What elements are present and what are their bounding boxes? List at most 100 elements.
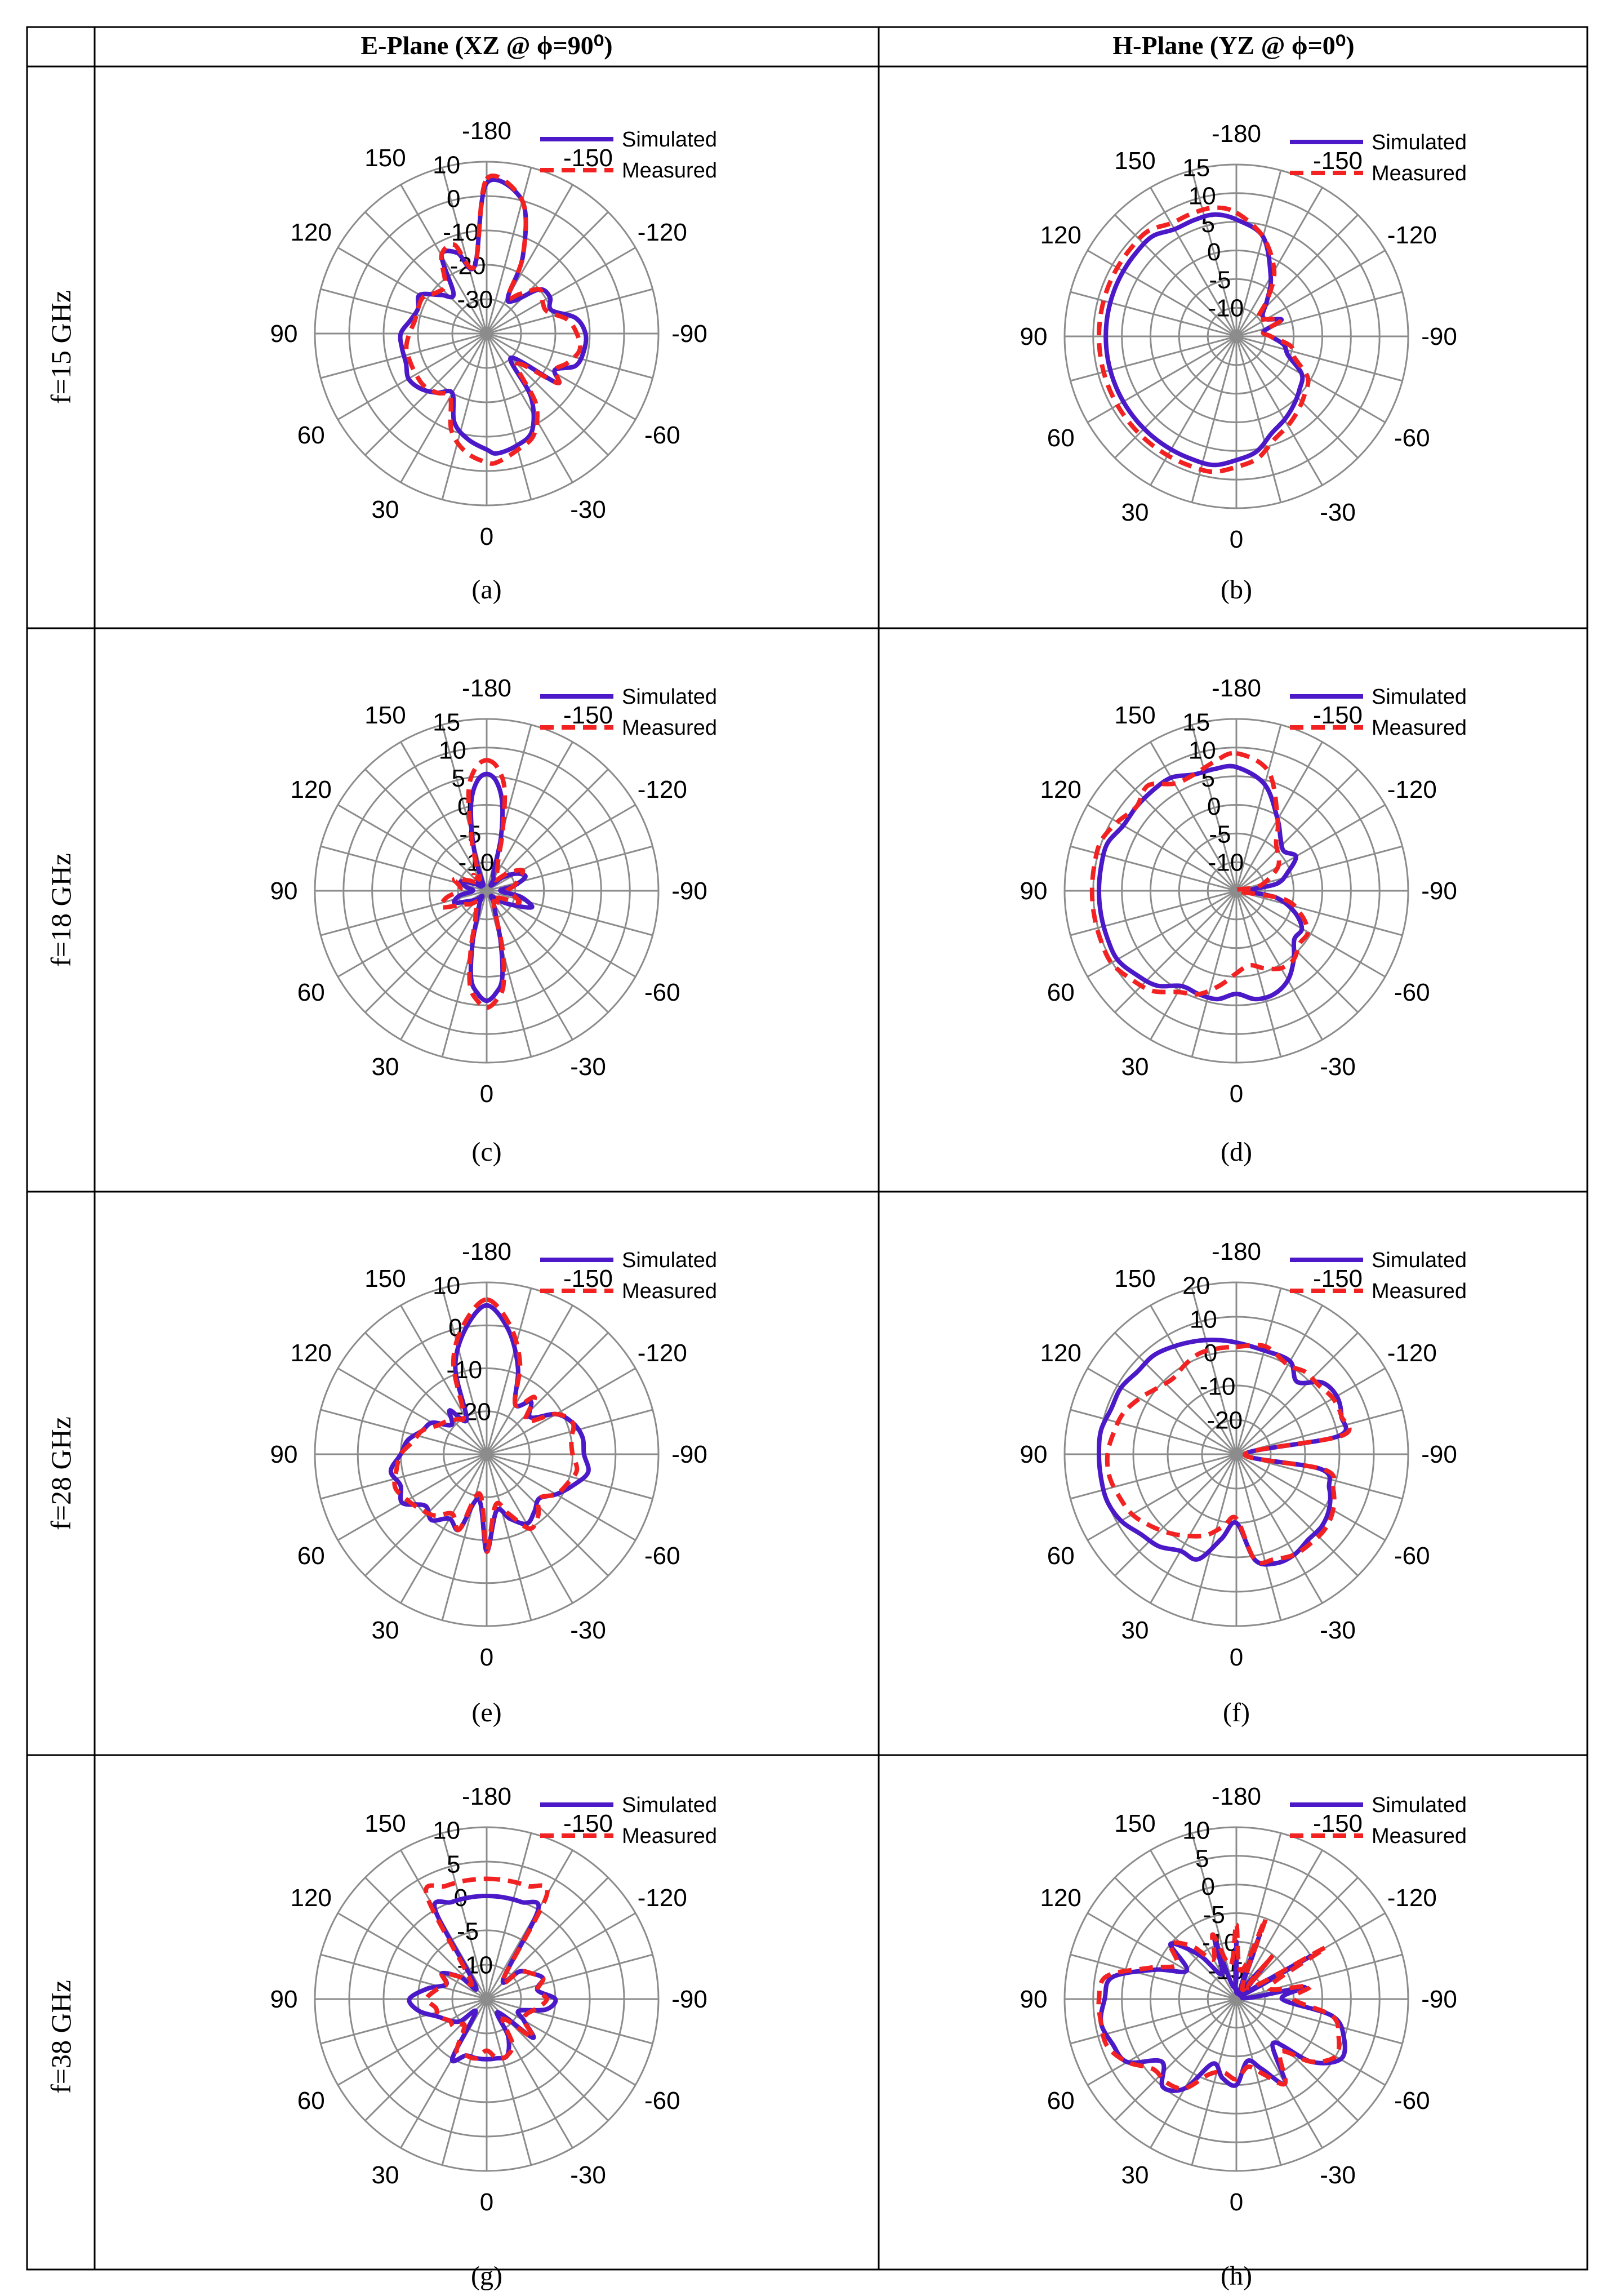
legend-label-simulated: Simulated	[622, 1793, 717, 1817]
legend-label-simulated: Simulated	[622, 685, 717, 709]
grid-spoke	[1150, 1305, 1238, 1455]
measured-series-b	[1097, 205, 1311, 474]
subfigure-caption: (a)	[471, 575, 501, 605]
subfigure-caption: (d)	[1221, 1137, 1252, 1167]
grid-spoke	[1114, 335, 1238, 459]
angle-label: -180	[462, 674, 511, 702]
radial-tick-label: 10	[433, 1272, 460, 1300]
grid-spoke	[441, 1999, 488, 2165]
grid-spoke	[486, 332, 653, 379]
angle-label: -150	[1313, 701, 1363, 729]
angle-label: 120	[1040, 1339, 1081, 1367]
grid-spoke	[486, 741, 573, 891]
grid-spoke	[486, 804, 636, 892]
grid-spoke	[486, 184, 573, 334]
angle-label: -120	[638, 776, 687, 803]
angle-label: -90	[671, 320, 707, 348]
radial-tick-label: 10	[433, 1817, 460, 1845]
angle-label: 150	[364, 144, 406, 172]
angle-label: 120	[1040, 221, 1081, 249]
angle-label: -30	[1320, 1616, 1356, 1644]
radial-tick-label: -5	[1209, 267, 1231, 294]
angle-label: -60	[1394, 979, 1430, 1006]
grid-spoke	[1235, 1999, 1282, 2165]
legend-label-simulated: Simulated	[622, 128, 717, 152]
angle-label: 60	[297, 2087, 325, 2115]
legend-label-simulated: Simulated	[1372, 1249, 1467, 1272]
row-label-38ghz: f=38 GHz	[45, 1980, 77, 2094]
grid-spoke	[1070, 1998, 1237, 2045]
grid-spoke	[337, 804, 487, 892]
grid-spoke	[321, 1453, 487, 1500]
angle-label: -180	[1212, 674, 1261, 702]
radial-tick-label: 10	[433, 152, 460, 179]
grid-spoke	[400, 1305, 488, 1455]
grid-spoke	[1087, 250, 1237, 337]
angle-label: -150	[563, 1265, 613, 1293]
angle-label: -60	[644, 421, 680, 449]
grid-spoke	[1235, 890, 1282, 1057]
angle-label: 60	[297, 421, 325, 449]
angle-label: -180	[1212, 120, 1261, 148]
subfigure-caption: (h)	[1221, 2261, 1252, 2291]
grid-spoke	[486, 1998, 653, 2045]
grid-spoke	[1235, 1998, 1359, 2121]
angle-label: 30	[1121, 2161, 1149, 2189]
angle-label: 90	[1020, 1986, 1048, 2013]
grid-spoke	[1236, 890, 1403, 936]
angle-label: 90	[1020, 1441, 1048, 1468]
grid-spoke	[1235, 1454, 1323, 1604]
grid-spoke	[441, 890, 488, 1057]
grid-spoke	[1114, 214, 1238, 337]
grid-spoke	[1191, 336, 1238, 503]
angle-label: 60	[297, 979, 325, 1006]
legend-label-simulated: Simulated	[1372, 685, 1467, 709]
subfigure-caption: (c)	[471, 1137, 501, 1167]
angle-label: 0	[480, 1644, 493, 1671]
grid-spoke	[1114, 1998, 1238, 2121]
angle-label: -180	[1212, 1238, 1261, 1265]
grid-spoke	[1235, 1850, 1323, 2000]
grid-spoke	[1150, 187, 1238, 337]
grid-spoke	[321, 1409, 487, 1455]
radial-tick-label: -5	[1203, 1901, 1225, 1929]
grid-spoke	[1114, 1453, 1238, 1576]
angle-label: 150	[364, 701, 406, 729]
grid-spoke	[1235, 336, 1282, 503]
angle-label: -150	[563, 701, 613, 729]
angle-label: 90	[1020, 877, 1048, 905]
angle-label: -30	[1320, 1053, 1356, 1081]
grid-spoke	[1070, 1953, 1237, 2000]
grid-spoke	[1150, 336, 1238, 486]
angle-label: 0	[1230, 2188, 1243, 2216]
angle-label: 60	[1047, 424, 1075, 452]
radial-tick-label: 10	[1189, 182, 1216, 210]
angle-label: -90	[671, 877, 707, 905]
grid-spoke	[1235, 741, 1323, 891]
grid-spoke	[1235, 725, 1282, 891]
angle-label: -150	[1313, 1265, 1363, 1293]
angle-label: 120	[290, 776, 331, 803]
legend-label-measured: Measured	[622, 159, 717, 183]
angle-label: -30	[570, 1616, 606, 1644]
grid-spoke	[1236, 1953, 1403, 2000]
measured-series-h	[1096, 1916, 1342, 2091]
grid-spoke	[1235, 1999, 1323, 2148]
grid-spoke	[1236, 1453, 1386, 1541]
angle-label: -150	[1313, 147, 1363, 175]
grid-spoke	[486, 332, 609, 456]
grid-spoke	[1087, 890, 1237, 978]
angle-label: 120	[1040, 1884, 1081, 1912]
angle-label: -90	[1421, 1441, 1457, 1468]
grid-spoke	[486, 288, 653, 335]
radial-tick-label: 5	[447, 1850, 460, 1878]
radial-tick-label: 10	[1182, 1817, 1210, 1845]
grid-spoke	[486, 333, 532, 500]
grid-spoke	[1150, 1999, 1238, 2148]
angle-label: 30	[1121, 499, 1149, 526]
subfigure-caption: (f)	[1223, 1698, 1250, 1727]
grid-spoke	[1235, 1332, 1359, 1455]
